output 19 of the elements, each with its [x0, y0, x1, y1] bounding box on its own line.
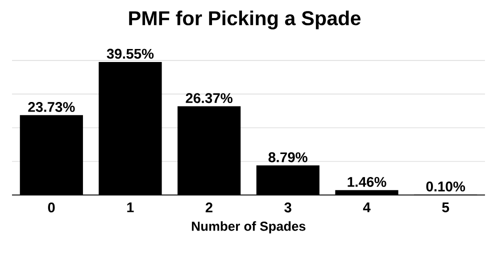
data-label: 1.46%	[348, 176, 386, 187]
x-tick-label: 1	[127, 202, 134, 212]
bar	[256, 165, 320, 195]
bar	[335, 190, 398, 195]
x-axis-title: Number of Spades	[192, 221, 306, 234]
bar	[98, 62, 162, 195]
data-label: 26.37%	[186, 93, 232, 104]
data-label: 0.10%	[426, 182, 466, 192]
x-tick-label: 0	[48, 202, 55, 212]
chart-title: PMF for Picking a Spade	[129, 10, 361, 30]
bar	[20, 115, 83, 195]
data-label: 23.73%	[28, 102, 75, 112]
data-label: 39.55%	[106, 48, 154, 59]
x-tick-label: 3	[284, 202, 292, 212]
bar	[178, 106, 241, 195]
data-label: 8.79%	[268, 152, 308, 162]
x-tick-label: 2	[206, 202, 212, 212]
x-tick-label: 4	[363, 202, 371, 212]
x-tick-label: 5	[442, 202, 450, 212]
